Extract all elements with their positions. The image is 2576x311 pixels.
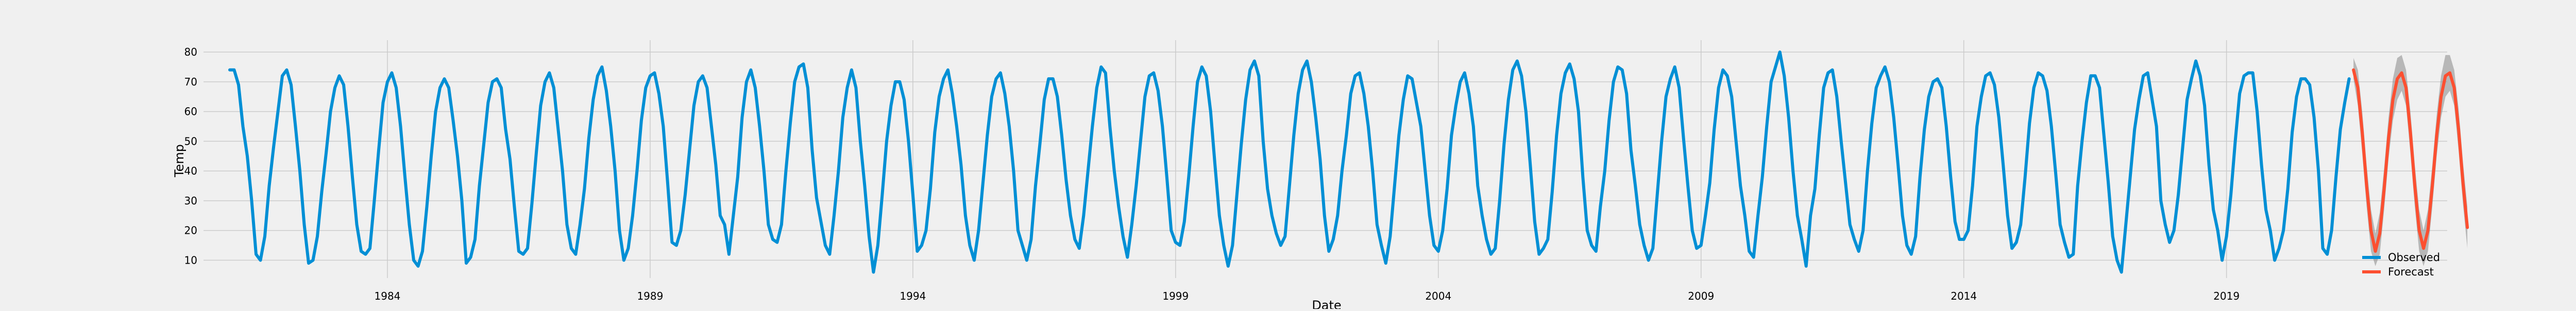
legend: Observed Forecast (2362, 251, 2440, 278)
y-tick-label: 70 (184, 76, 197, 88)
y-tick-label: 80 (184, 46, 197, 58)
series-line-forecast (2352, 68, 2469, 253)
grid (204, 40, 2447, 278)
legend-label-observed: Observed (2388, 251, 2440, 264)
series-lines (228, 50, 2469, 274)
x-tick-label: 1994 (900, 290, 926, 302)
y-tick-label: 60 (184, 106, 197, 118)
x-tick-label: 2009 (1688, 290, 1714, 302)
y-tick-label: 50 (184, 135, 197, 147)
y-axis-label: Temp (172, 144, 187, 178)
legend-label-forecast: Forecast (2388, 266, 2434, 278)
x-tick-label: 2019 (2213, 290, 2240, 302)
series-line-observed (228, 50, 2351, 274)
y-tick-label: 10 (184, 254, 197, 266)
y-axis-ticks: 10 20 30 40 50 60 70 80 (184, 46, 197, 266)
x-tick-label: 2014 (1951, 290, 1977, 302)
y-tick-label: 20 (184, 224, 197, 237)
x-axis-ticks: 1984 1989 1994 1999 2004 2009 2014 2019 (375, 290, 2240, 302)
x-tick-label: 1999 (1162, 290, 1189, 302)
x-tick-label: 1989 (637, 290, 663, 302)
y-tick-label: 40 (184, 165, 197, 177)
x-axis-label: Date (1312, 298, 1341, 309)
y-tick-label: 30 (184, 195, 197, 207)
x-tick-label: 2004 (1425, 290, 1451, 302)
x-tick-label: 1984 (375, 290, 401, 302)
